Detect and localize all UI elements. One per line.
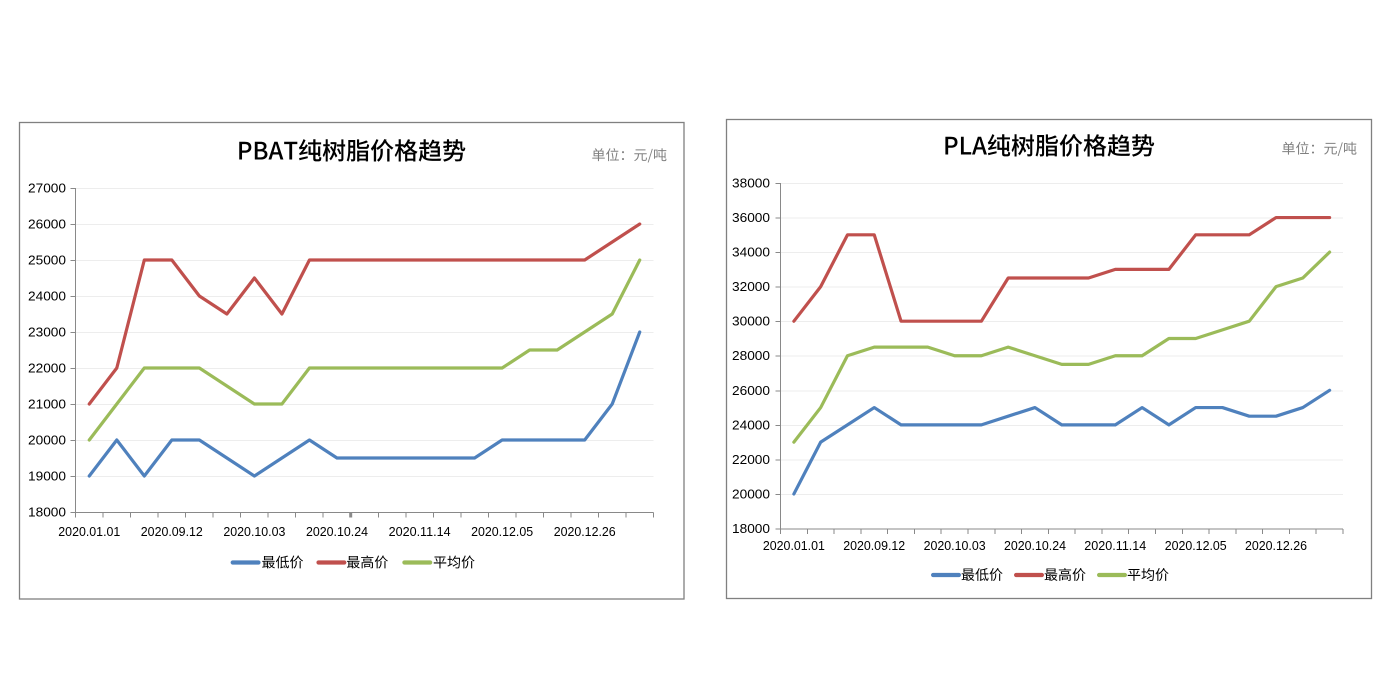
svg-text:22000: 22000 xyxy=(28,362,66,376)
svg-text:2020.12.05: 2020.12.05 xyxy=(471,525,533,539)
svg-text:23000: 23000 xyxy=(28,326,66,340)
svg-text:32000: 32000 xyxy=(732,280,770,294)
svg-text:2020.11.14: 2020.11.14 xyxy=(389,525,451,539)
svg-text:22000: 22000 xyxy=(732,453,770,467)
svg-text:2020.11.14: 2020.11.14 xyxy=(1084,539,1146,553)
svg-text:2020.09.12: 2020.09.12 xyxy=(141,525,203,539)
svg-text:20000: 20000 xyxy=(28,434,66,448)
svg-text:2020.12.05: 2020.12.05 xyxy=(1165,539,1227,553)
svg-text:19000: 19000 xyxy=(28,470,66,484)
svg-text:2020.01.01: 2020.01.01 xyxy=(763,539,825,553)
svg-text:21000: 21000 xyxy=(28,398,66,412)
svg-text:2020.10.24: 2020.10.24 xyxy=(1004,539,1066,553)
svg-text:18000: 18000 xyxy=(732,522,770,536)
svg-text:38000: 38000 xyxy=(732,177,770,191)
svg-text:25000: 25000 xyxy=(28,254,66,268)
svg-text:28000: 28000 xyxy=(732,349,770,363)
svg-text:2020.12.26: 2020.12.26 xyxy=(1245,539,1307,553)
svg-text:27000: 27000 xyxy=(28,182,66,196)
svg-text:30000: 30000 xyxy=(732,315,770,329)
svg-text:2020.09.12: 2020.09.12 xyxy=(843,539,905,553)
svg-text:24000: 24000 xyxy=(732,418,770,432)
svg-text:26000: 26000 xyxy=(732,384,770,398)
svg-text:2020.12.26: 2020.12.26 xyxy=(554,525,616,539)
svg-text:2020.10.03: 2020.10.03 xyxy=(924,539,986,553)
svg-text:2020.10.03: 2020.10.03 xyxy=(223,525,285,539)
svg-text:24000: 24000 xyxy=(28,290,66,304)
svg-text:36000: 36000 xyxy=(732,211,770,225)
svg-text:2020.01.01: 2020.01.01 xyxy=(58,525,120,539)
svg-text:18000: 18000 xyxy=(28,506,66,520)
svg-text:20000: 20000 xyxy=(732,487,770,501)
svg-text:34000: 34000 xyxy=(732,246,770,260)
svg-text:2020.10.24: 2020.10.24 xyxy=(306,525,368,539)
svg-text:26000: 26000 xyxy=(28,218,66,232)
